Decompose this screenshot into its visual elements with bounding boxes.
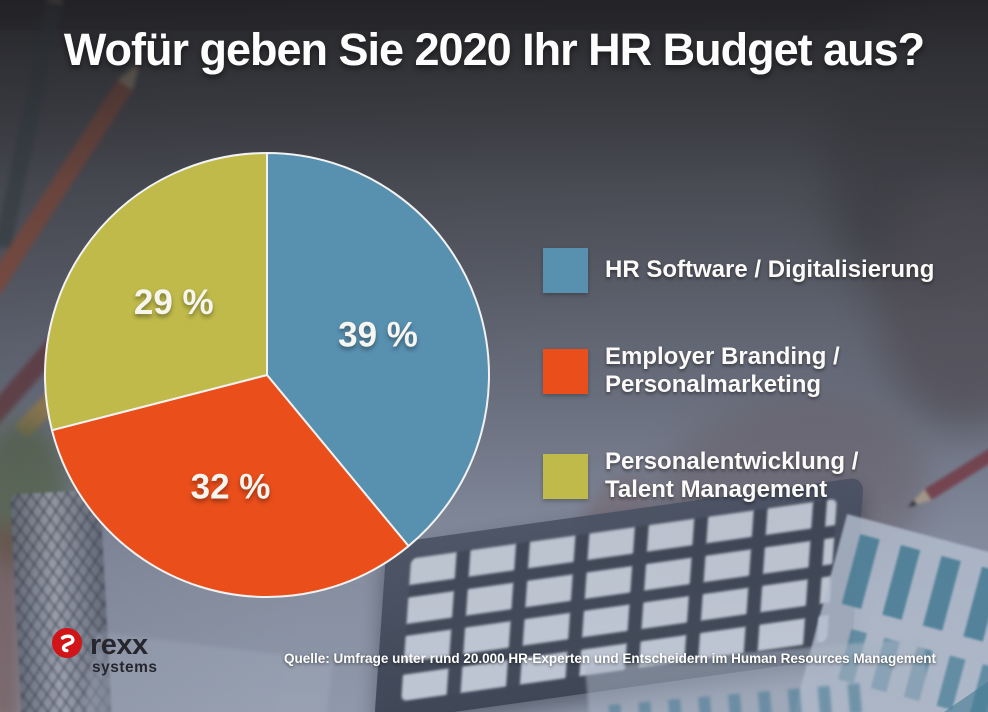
logo-text: rexx systems: [90, 628, 158, 677]
logo-brand: rexx: [90, 629, 148, 661]
pie-chart-svg: 39 % 32 % 29 %: [44, 152, 490, 598]
page-title: Wofür geben Sie 2020 Ihr HR Budget aus?: [63, 24, 925, 75]
source-note: Quelle: Umfrage unter rund 20.000 HR-Exp…: [284, 651, 936, 666]
logo-subtext: systems: [92, 659, 158, 677]
pie-value-label: 39 %: [338, 316, 418, 355]
pie-slice-2: [50, 374, 410, 598]
brand-logo: rexx systems: [52, 628, 158, 677]
pie-chart: 39 % 32 % 29 %: [37, 145, 497, 605]
rexx-logo-icon: [52, 628, 82, 658]
pie-value-label: 32 %: [191, 468, 271, 507]
pie-value-label: 29 %: [134, 283, 214, 322]
pie-slice-3: [44, 152, 268, 432]
pie-slice-1: [266, 152, 490, 548]
